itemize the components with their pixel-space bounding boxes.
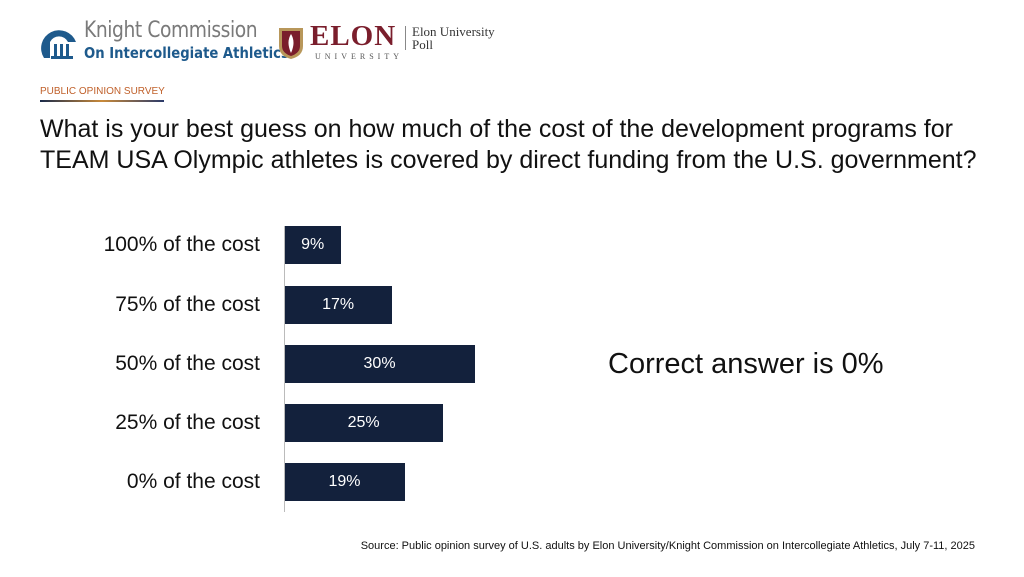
source-note: Source: Public opinion survey of U.S. ad…: [360, 540, 975, 552]
category-label: 50% of the cost: [115, 352, 260, 375]
knight-commission-logo-icon: [41, 30, 76, 59]
knight-commission-subtitle: On Intercollegiate Athletics: [84, 44, 289, 62]
data-label: 30%: [363, 355, 396, 372]
bar: [284, 226, 342, 264]
category-label: 100% of the cost: [103, 233, 260, 256]
data-label: 25%: [347, 414, 380, 431]
category-label: 25% of the cost: [115, 411, 260, 434]
category-axis: [284, 226, 285, 512]
chart-title: What is your best guess on how much of t…: [40, 115, 977, 174]
elon-poll-label: Elon University Poll: [412, 24, 495, 52]
elon-wordmark: ELON: [310, 20, 397, 52]
category-label: 75% of the cost: [115, 293, 260, 316]
kicker-underline: [40, 100, 164, 102]
elon-university-text: UNIVERSITY: [315, 52, 403, 61]
bar: [284, 463, 406, 501]
bar: [284, 404, 444, 442]
data-label: 19%: [328, 473, 361, 490]
data-label: 9%: [301, 236, 325, 253]
bar: [284, 286, 393, 324]
data-label: 17%: [322, 296, 355, 313]
knight-commission-name: Knight Commission: [84, 18, 258, 43]
bar: [284, 345, 476, 383]
divider: [405, 26, 406, 50]
elon-shield-icon: [279, 28, 303, 59]
correct-answer-annotation: Correct answer is 0%: [608, 348, 884, 380]
section-kicker: PUBLIC OPINION SURVEY: [40, 86, 165, 97]
category-label: 0% of the cost: [126, 470, 260, 493]
